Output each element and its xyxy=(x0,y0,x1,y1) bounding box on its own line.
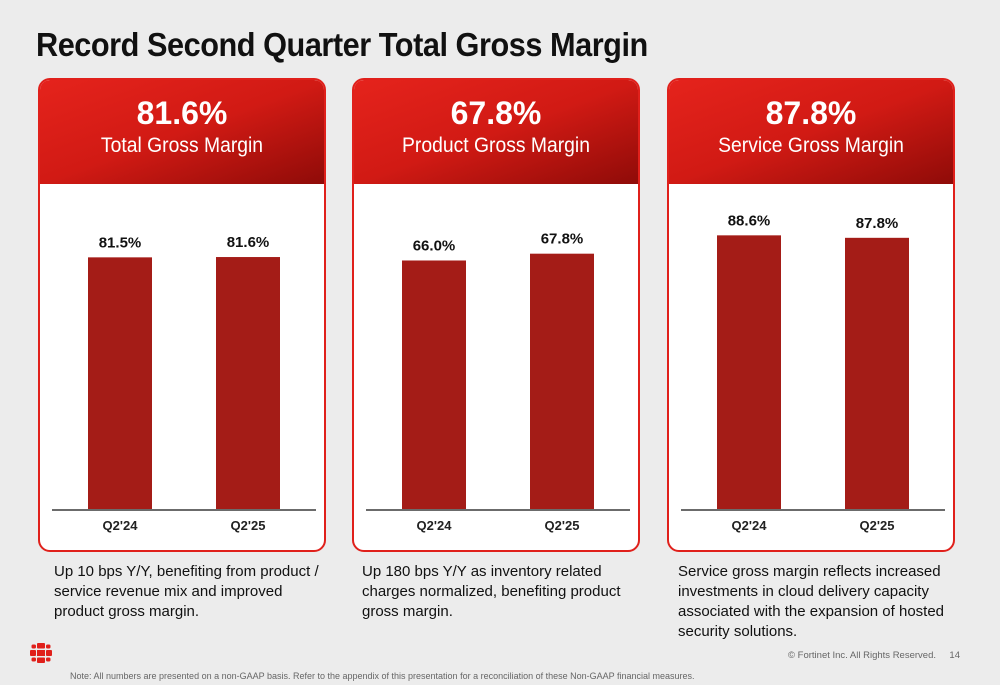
product-gross-margin-chart: 66.0% Q2'24 67.8% Q2'25 xyxy=(366,231,630,533)
bar-1 xyxy=(845,237,909,510)
headline-value: 81.6% xyxy=(136,95,228,131)
copyright-notice: © Fortinet Inc. All Rights Reserved. xyxy=(788,650,936,661)
product-gross-margin-description: Up 180 bps Y/Y as inventory related char… xyxy=(362,563,621,620)
data-label-1: 81.6% xyxy=(227,234,270,251)
panel-header: 81.6% Total Gross Margin xyxy=(40,80,324,184)
service-gross-margin-panel: 87.8% Service Gross Margin 88.6% Q2'24 87.… xyxy=(667,78,955,552)
data-label-1: 67.8% xyxy=(541,231,584,248)
total-gross-margin-description: Up 10 bps Y/Y, benefiting from product /… xyxy=(54,563,319,620)
service-gross-margin-chart: 88.6% Q2'24 87.8% Q2'25 xyxy=(681,212,945,533)
headline-label: Service Gross Margin xyxy=(718,134,904,157)
bar-1 xyxy=(530,253,594,510)
product-gross-margin-panel: 67.8% Product Gross Margin 66.0% Q2'24 67.… xyxy=(352,78,640,552)
data-label-1: 87.8% xyxy=(856,215,899,232)
fortinet-logo-icon xyxy=(30,643,52,663)
data-label-0: 88.6% xyxy=(728,212,771,229)
footnote: Note: All numbers are presented on a non… xyxy=(70,671,695,681)
total-gross-margin-chart: 81.5% Q2'24 81.6% Q2'25 xyxy=(52,234,316,533)
panel-header: 67.8% Product Gross Margin xyxy=(354,80,638,184)
x-tick-label-0: Q2'24 xyxy=(732,518,768,533)
bar-0 xyxy=(88,257,152,510)
page-number: 14 xyxy=(949,650,960,661)
bar-0 xyxy=(402,260,466,510)
bar-0 xyxy=(717,235,781,510)
headline-label: Product Gross Margin xyxy=(402,134,590,157)
service-gross-margin-description: Service gross margin reflects increased … xyxy=(678,563,945,640)
bar-1 xyxy=(216,257,280,510)
panel-header: 87.8% Service Gross Margin xyxy=(669,80,953,184)
x-tick-label-0: Q2'24 xyxy=(103,518,139,533)
x-tick-label-0: Q2'24 xyxy=(417,518,453,533)
headline-label: Total Gross Margin xyxy=(100,134,264,157)
headline-value: 67.8% xyxy=(450,95,542,131)
page-title: Record Second Quarter Total Gross Margin xyxy=(36,26,648,63)
x-tick-label-1: Q2'25 xyxy=(860,518,895,533)
headline-value: 87.8% xyxy=(765,95,857,131)
data-label-0: 66.0% xyxy=(413,237,456,254)
data-label-0: 81.5% xyxy=(99,234,142,251)
x-tick-label-1: Q2'25 xyxy=(231,518,266,533)
total-gross-margin-panel: 81.6% Total Gross Margin 81.5% Q2'24 81.6%… xyxy=(38,78,326,552)
x-tick-label-1: Q2'25 xyxy=(545,518,580,533)
